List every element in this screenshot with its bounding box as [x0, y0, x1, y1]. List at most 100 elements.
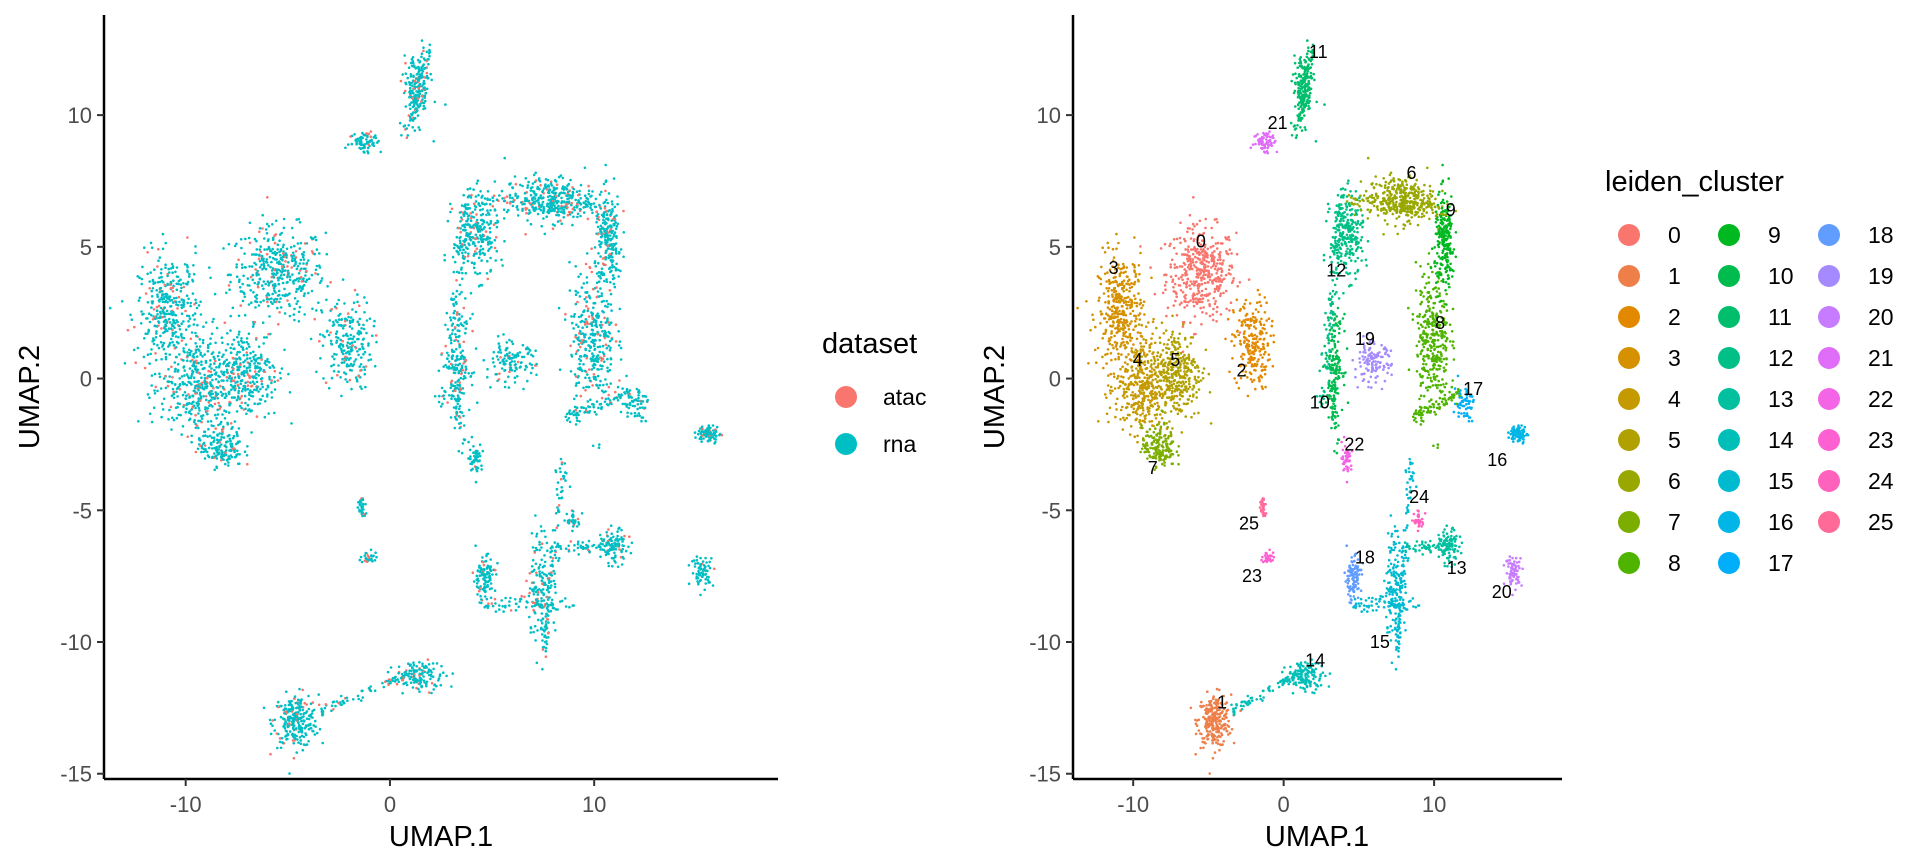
rna-point — [479, 225, 482, 229]
rna-point — [597, 386, 600, 390]
rna-point — [223, 417, 227, 420]
rna-point — [534, 598, 538, 601]
rna-point — [541, 617, 545, 620]
rna-point — [269, 722, 273, 725]
rna-point — [475, 182, 479, 185]
rna-point — [146, 301, 150, 304]
rna-point — [399, 676, 403, 680]
rna-point — [289, 245, 293, 249]
rna-point — [180, 332, 183, 336]
rna-point — [708, 438, 712, 442]
atac-point — [363, 559, 367, 563]
rna-point — [495, 214, 499, 217]
rna-point — [616, 534, 619, 538]
rna-point — [489, 270, 492, 273]
rna-point — [182, 303, 185, 306]
rna-point — [435, 662, 439, 665]
rna-point — [160, 415, 163, 419]
rna-point — [557, 175, 561, 179]
rna-point — [413, 681, 416, 684]
rna-point — [600, 231, 603, 234]
rna-point — [641, 406, 644, 409]
rna-point — [332, 320, 335, 324]
rna-point — [233, 376, 237, 379]
rna-point — [288, 730, 292, 733]
rna-point — [550, 195, 554, 199]
rna-point — [367, 344, 370, 347]
rna-point — [168, 321, 172, 324]
rna-point — [615, 236, 618, 239]
atac-point — [324, 703, 328, 706]
rna-point — [286, 725, 290, 729]
rna-point — [602, 201, 605, 205]
rna-point — [290, 422, 293, 425]
atac-point — [151, 318, 155, 321]
rna-point — [536, 593, 540, 596]
rna-point — [298, 708, 302, 712]
atac-point — [146, 251, 149, 254]
rna-point — [475, 585, 479, 588]
atac-point — [273, 234, 276, 237]
rna-point — [418, 690, 421, 693]
rna-point — [468, 448, 472, 452]
rna-point — [619, 248, 623, 251]
rna-point — [405, 672, 409, 676]
rna-point — [215, 438, 219, 442]
rna-point — [589, 345, 593, 349]
rna-point — [420, 668, 423, 672]
rna-point — [574, 352, 578, 356]
rna-point — [265, 248, 269, 251]
atac-point — [254, 336, 258, 340]
rna-point — [164, 386, 168, 390]
rna-point — [150, 420, 154, 424]
atac-point — [545, 617, 549, 621]
rna-point — [537, 588, 541, 591]
rna-point — [168, 341, 172, 345]
atac-point — [455, 313, 459, 316]
rna-point — [356, 320, 360, 324]
rna-point — [182, 282, 185, 285]
rna-point — [704, 573, 707, 576]
rna-point — [262, 287, 265, 291]
rna-point — [356, 139, 360, 142]
rna-point — [633, 404, 637, 408]
atac-point — [195, 359, 198, 363]
rna-point — [265, 258, 269, 261]
rna-point — [505, 352, 509, 356]
rna-point — [290, 259, 294, 262]
rna-point — [451, 255, 455, 259]
rna-point — [239, 238, 243, 241]
rna-point — [311, 709, 314, 713]
rna-point — [627, 406, 631, 410]
rna-point — [546, 584, 550, 588]
rna-point — [253, 261, 256, 265]
rna-point — [407, 672, 411, 675]
rna-point — [462, 392, 466, 395]
atac-point — [403, 89, 407, 93]
atac-point — [430, 681, 434, 685]
rna-point — [414, 97, 417, 100]
rna-point — [247, 342, 250, 346]
rna-point — [274, 291, 277, 294]
atac-point — [317, 703, 321, 707]
atac-point — [318, 339, 321, 343]
rna-point — [262, 706, 266, 710]
rna-point — [288, 314, 292, 318]
rna-point — [425, 666, 429, 669]
rna-point — [432, 667, 435, 671]
rna-point — [228, 437, 232, 441]
rna-point — [240, 379, 244, 382]
rna-point — [711, 584, 715, 587]
rna-point — [609, 303, 613, 306]
rna-point — [237, 314, 241, 318]
rna-point — [408, 664, 412, 667]
rna-point — [482, 238, 486, 241]
rna-point — [248, 345, 251, 349]
rna-point — [611, 564, 614, 568]
rna-point — [598, 338, 601, 342]
rna-point — [408, 95, 411, 99]
rna-point — [417, 126, 421, 129]
rna-point — [457, 324, 461, 327]
rna-point — [237, 368, 241, 372]
rna-point — [469, 462, 472, 466]
